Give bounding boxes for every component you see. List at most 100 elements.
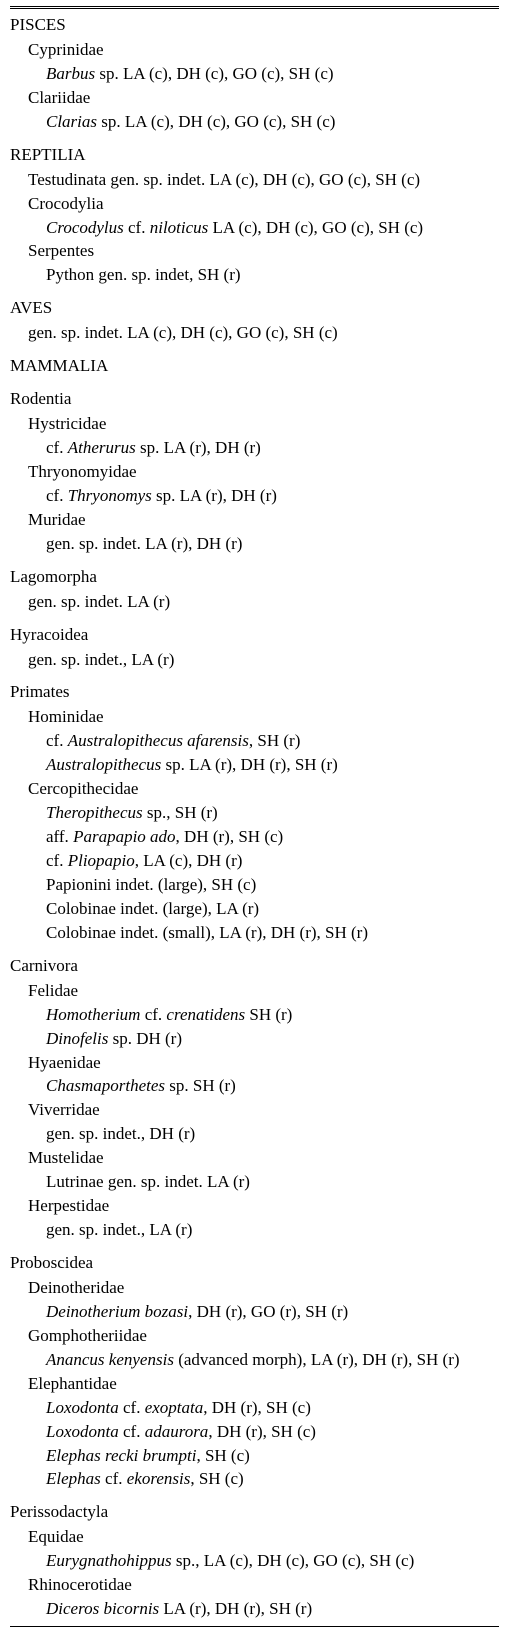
taxon-italic: ekorensis	[127, 1469, 191, 1488]
taxon-text: aff.	[46, 827, 73, 846]
taxon-text: gen. sp. indet. LA (c), DH (c), GO (c), …	[28, 323, 338, 342]
taxon-text: cf.	[46, 438, 68, 457]
taxon-italic: exoptata	[145, 1398, 204, 1417]
entry-sub1: Hominidae	[10, 706, 499, 729]
taxon-text: Felidae	[28, 981, 78, 1000]
entry-order: Primates	[10, 681, 499, 704]
taxon-italic: Diceros bicornis	[46, 1599, 159, 1618]
entry-sub2: aff. Parapapio ado, DH (r), SH (c)	[10, 826, 499, 849]
entry-sub2: gen. sp. indet. LA (r), DH (r)	[10, 533, 499, 556]
entry-sub1: Gomphotheriidae	[10, 1325, 499, 1348]
entry-sub2: Barbus sp. LA (c), DH (c), GO (c), SH (c…	[10, 63, 499, 86]
taxon-italic: Theropithecus	[46, 803, 143, 822]
entry-sub2: Australopithecus sp. LA (r), DH (r), SH …	[10, 754, 499, 777]
entry-sub2: Clarias sp. LA (c), DH (c), GO (c), SH (…	[10, 111, 499, 134]
taxon-text: Hominidae	[28, 707, 104, 726]
taxon-text: sp. LA (r), DH (r)	[136, 438, 261, 457]
entry-sub1: gen. sp. indet. LA (c), DH (c), GO (c), …	[10, 322, 499, 345]
taxon-text: Python gen. sp. indet, SH (r)	[46, 265, 241, 284]
taxon-italic: Barbus	[46, 64, 95, 83]
top-rule	[10, 6, 499, 9]
taxon-text: cf.	[124, 218, 150, 237]
taxon-italic: Crocodylus	[46, 218, 124, 237]
entry-sub1: Deinotheridae	[10, 1277, 499, 1300]
taxon-italic: Deinotherium bozasi	[46, 1302, 188, 1321]
taxon-text: SH (r)	[245, 1005, 292, 1024]
taxon-italic: Loxodonta	[46, 1398, 119, 1417]
taxon-text: sp. LA (r), DH (r)	[152, 486, 277, 505]
taxon-text: cf.	[46, 851, 68, 870]
entry-sub1: gen. sp. indet. LA (r)	[10, 591, 499, 614]
taxon-text: , DH (r), SH (c)	[176, 827, 284, 846]
taxon-text: sp. SH (r)	[165, 1076, 236, 1095]
taxon-italic: Australopithecus	[46, 755, 161, 774]
entry-sub1: gen. sp. indet., LA (r)	[10, 649, 499, 672]
entry-sub1: Rhinocerotidae	[10, 1574, 499, 1597]
entry-cls: PISCES	[10, 14, 499, 37]
entry-sub1: Cyprinidae	[10, 39, 499, 62]
taxon-text: Cyprinidae	[28, 40, 104, 59]
taxon-text: cf.	[140, 1005, 166, 1024]
taxon-text: Thryonomyidae	[28, 462, 137, 481]
entry-sub2: Python gen. sp. indet, SH (r)	[10, 264, 499, 287]
entry-sub2: Loxodonta cf. exoptata, DH (r), SH (c)	[10, 1397, 499, 1420]
taxon-text: sp., SH (r)	[143, 803, 218, 822]
entry-sub2: Colobinae indet. (small), LA (r), DH (r)…	[10, 922, 499, 945]
taxon-text: Testudinata gen. sp. indet. LA (c), DH (…	[28, 170, 420, 189]
taxon-italic: Clarias	[46, 112, 97, 131]
entry-sub2: Elephas cf. ekorensis, SH (c)	[10, 1468, 499, 1491]
entry-sub1: Mustelidae	[10, 1147, 499, 1170]
taxon-italic: Homotherium	[46, 1005, 140, 1024]
entry-cls: AVES	[10, 297, 499, 320]
entry-order: Hyracoidea	[10, 624, 499, 647]
taxon-text: Cercopithecidae	[28, 779, 138, 798]
taxon-italic: Thryonomys	[68, 486, 152, 505]
taxon-text: gen. sp. indet., DH (r)	[46, 1124, 195, 1143]
taxon-text: Hyracoidea	[10, 625, 88, 644]
taxon-text: AVES	[10, 298, 52, 317]
taxon-text: Lagomorpha	[10, 567, 97, 586]
taxon-text: gen. sp. indet., LA (r)	[46, 1220, 192, 1239]
entry-sub2: cf. Atherurus sp. LA (r), DH (r)	[10, 437, 499, 460]
taxon-text: Papionini indet. (large), SH (c)	[46, 875, 256, 894]
entry-sub2: Chasmaporthetes sp. SH (r)	[10, 1075, 499, 1098]
entry-order: Perissodactyla	[10, 1501, 499, 1524]
entry-order: Lagomorpha	[10, 566, 499, 589]
taxon-text: sp. LA (c), DH (c), GO (c), SH (c)	[97, 112, 335, 131]
taxon-italic: Australopithecus afarensis	[68, 731, 249, 750]
taxon-text: Hyaenidae	[28, 1053, 101, 1072]
entry-sub1: Serpentes	[10, 240, 499, 263]
entry-sub2: Crocodylus cf. niloticus LA (c), DH (c),…	[10, 217, 499, 240]
taxon-text: sp., LA (c), DH (c), GO (c), SH (c)	[172, 1551, 415, 1570]
taxon-text: MAMMALIA	[10, 356, 108, 375]
taxon-text: , SH (r)	[249, 731, 300, 750]
taxon-text: LA (c), DH (c), GO (c), SH (c)	[208, 218, 423, 237]
entry-sub2: cf. Pliopapio, LA (c), DH (r)	[10, 850, 499, 873]
taxon-text: cf.	[119, 1422, 145, 1441]
entry-sub2: Homotherium cf. crenatidens SH (r)	[10, 1004, 499, 1027]
taxon-text: Herpestidae	[28, 1196, 109, 1215]
taxon-text: gen. sp. indet. LA (r)	[28, 592, 170, 611]
entry-sub2: Theropithecus sp., SH (r)	[10, 802, 499, 825]
entry-sub1: Hyaenidae	[10, 1052, 499, 1075]
entry-sub1: Thryonomyidae	[10, 461, 499, 484]
entry-sub1: Crocodylia	[10, 193, 499, 216]
entry-cls: REPTILIA	[10, 144, 499, 167]
entry-sub2: Papionini indet. (large), SH (c)	[10, 874, 499, 897]
taxon-text: Serpentes	[28, 241, 94, 260]
taxon-text: Colobinae indet. (small), LA (r), DH (r)…	[46, 923, 368, 942]
taxon-italic: adaurora	[145, 1422, 209, 1441]
taxon-text: Clariidae	[28, 88, 90, 107]
entry-cls: MAMMALIA	[10, 355, 499, 378]
taxon-text: , DH (r), GO (r), SH (r)	[188, 1302, 348, 1321]
entry-order: Carnivora	[10, 955, 499, 978]
bottom-rule	[10, 1626, 499, 1627]
taxon-text: Proboscidea	[10, 1253, 93, 1272]
taxon-italic: Loxodonta	[46, 1422, 119, 1441]
entry-sub2: Dinofelis sp. DH (r)	[10, 1028, 499, 1051]
taxon-text: sp. LA (c), DH (c), GO (c), SH (c)	[95, 64, 333, 83]
entry-sub2: Lutrinae gen. sp. indet. LA (r)	[10, 1171, 499, 1194]
taxon-text: Equidae	[28, 1527, 84, 1546]
taxon-text: Hystricidae	[28, 414, 106, 433]
taxon-text: Crocodylia	[28, 194, 104, 213]
